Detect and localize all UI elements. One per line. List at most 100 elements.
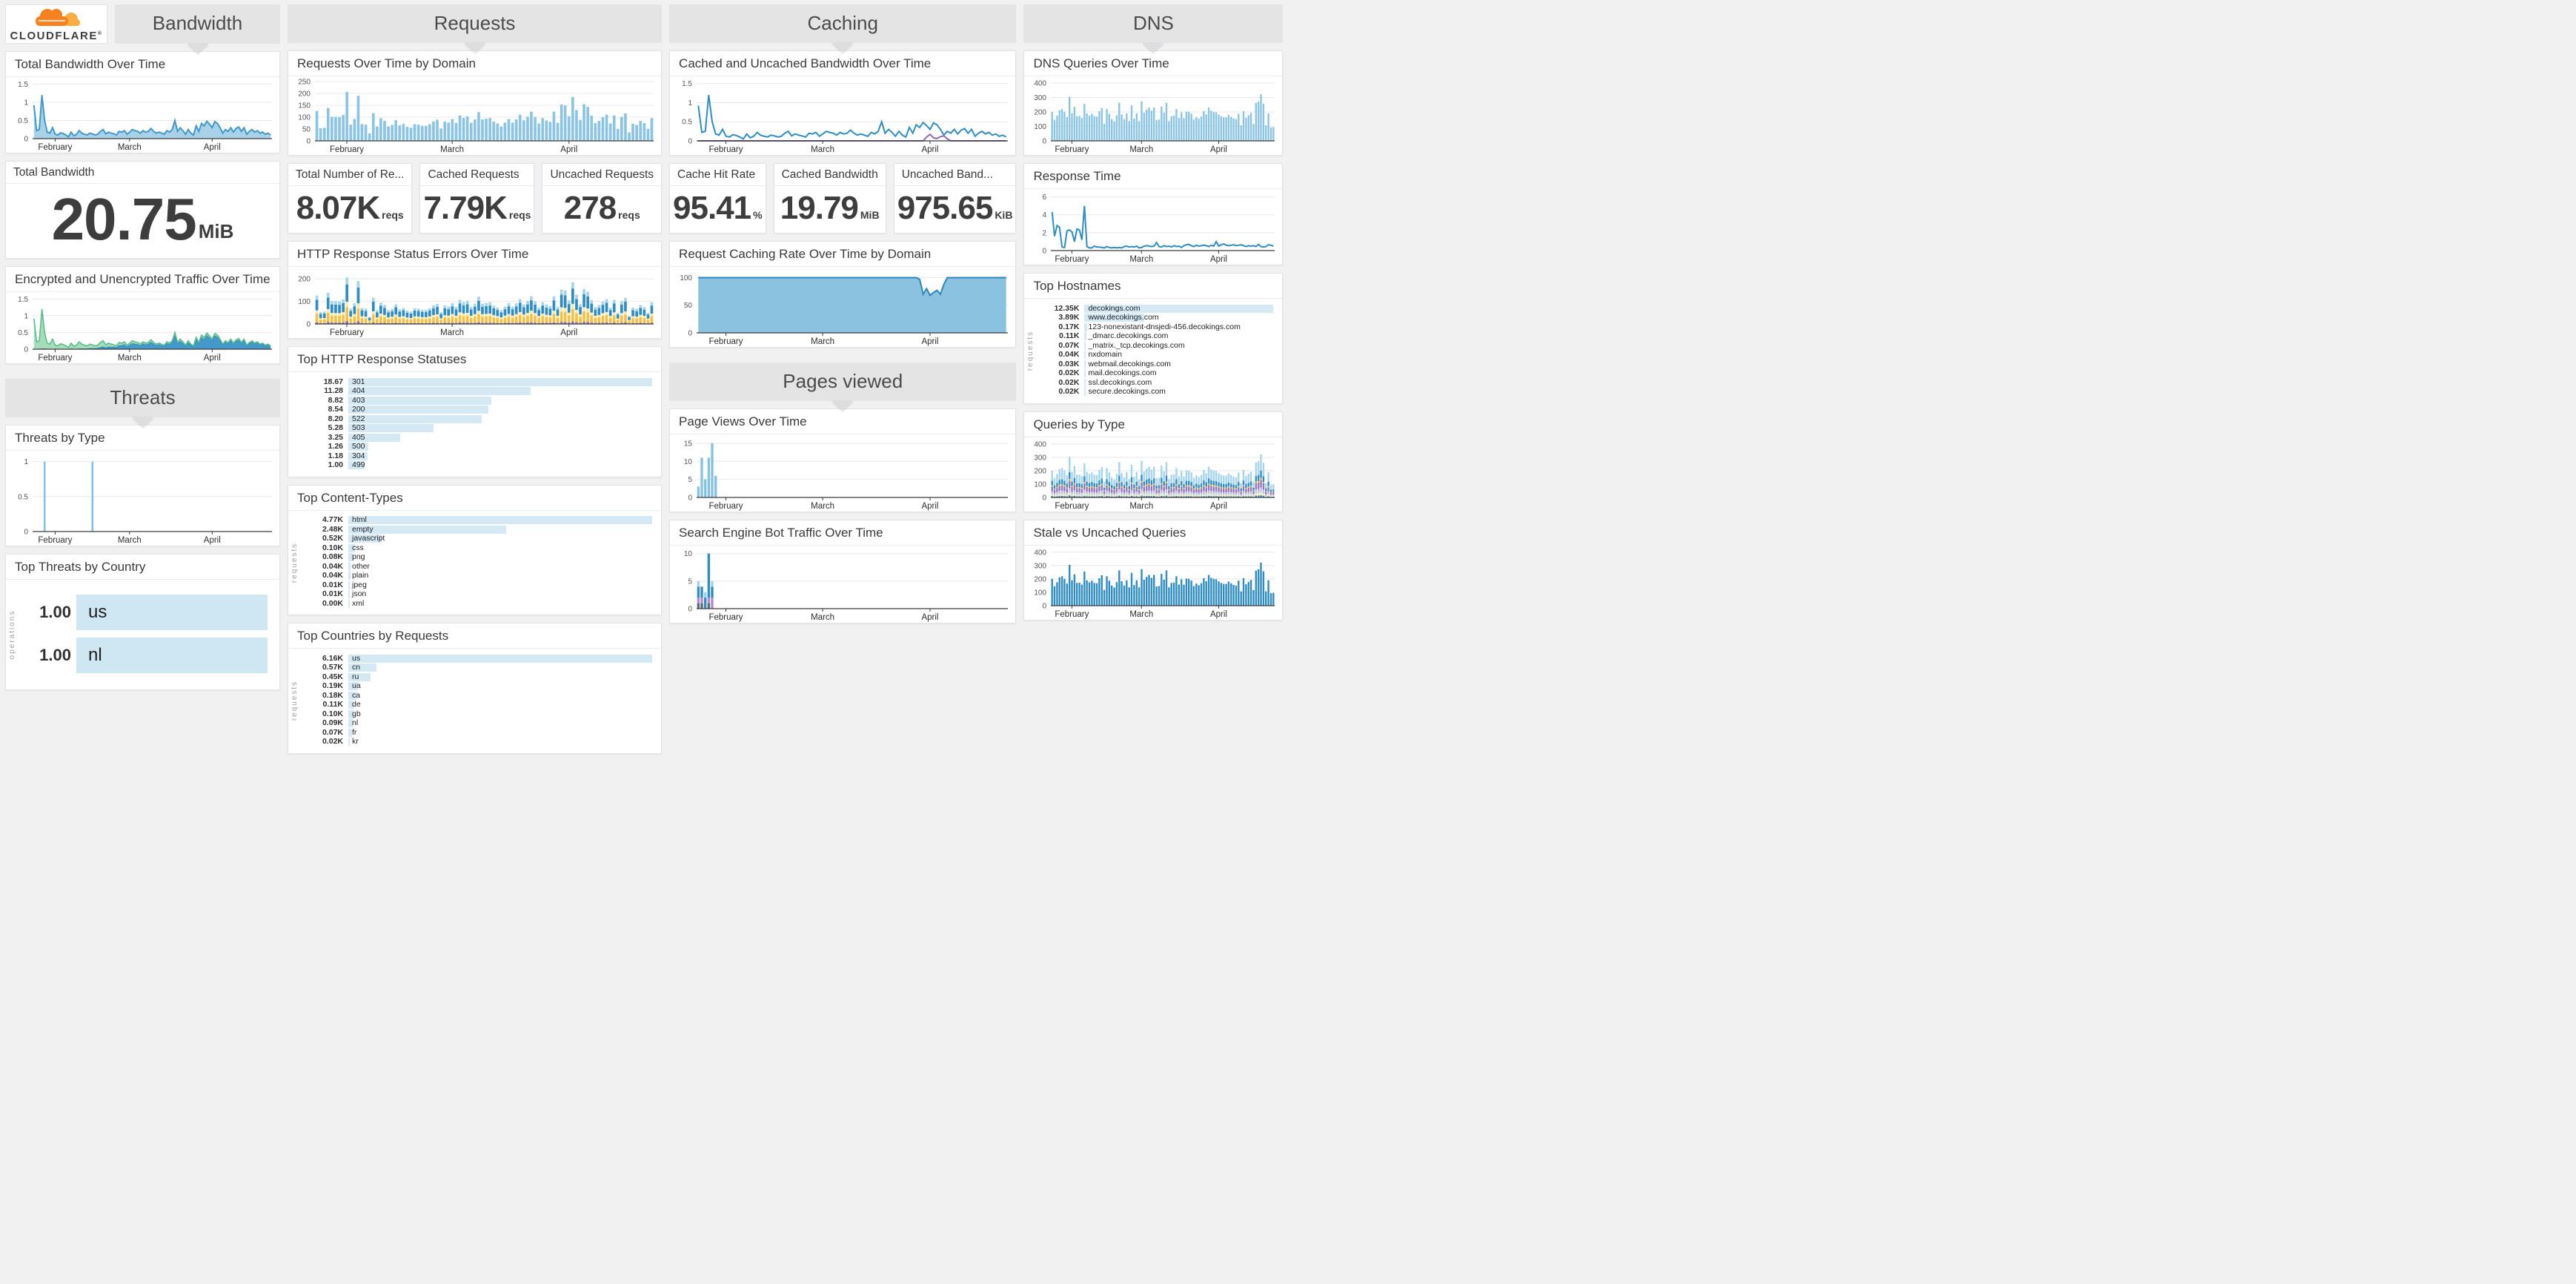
page-views-chart[interactable]: 0 5 10 15 February March April (670, 434, 1015, 512)
list-row: 0.10K gb (308, 709, 652, 718)
top-statuses-list[interactable]: 18.67 301 11.28 404 8.82 403 8.54 200 8.20 522 5.2… (288, 372, 661, 477)
svg-text:February: February (38, 143, 72, 152)
chart-svg: 0 50 100 150 200 250 February March April (298, 79, 654, 154)
card-title: Request Caching Rate Over Time by Domain (670, 242, 1016, 268)
svg-text:5: 5 (688, 578, 692, 586)
card-title: Cache Hit Rate (670, 164, 766, 186)
card-top-threats-by-country: Top Threats by Country operations 1.00 us 1… (5, 554, 280, 690)
row-label: xml (352, 598, 365, 608)
stale-queries-chart[interactable]: 0 100 200 300 400 February March April (1024, 546, 1282, 620)
row-label: gb (352, 709, 361, 718)
row-bar (348, 701, 354, 709)
svg-text:March: March (811, 337, 834, 346)
row-value: 18.67 (323, 377, 343, 386)
requests-stats-row: Total Number of Re... 8.07K reqs Cached R… (288, 163, 663, 234)
card-title: Requests Over Time by Domain (288, 51, 662, 76)
top-threats-by-country-list[interactable]: operations 1.00 us 1.00 nl (6, 580, 279, 689)
list-row: 6.16K us (308, 654, 653, 663)
svg-text:100: 100 (1035, 480, 1047, 489)
chart-svg: 0 100 200 300 400 February March April (1035, 549, 1275, 619)
response-time-chart[interactable]: 0 2 4 6 February March April (1024, 189, 1282, 265)
chart-svg: 0 0.5 1 1.5 February March April (18, 81, 272, 152)
svg-text:0: 0 (306, 321, 311, 329)
row-bar (348, 719, 353, 728)
card-total-bandwidth-over-time: Total Bandwidth Over Time 0 0.5 1 1.5 Februa… (5, 51, 280, 153)
row-value: 0.11K (1058, 331, 1080, 340)
section-header-bandwidth: Bandwidth (115, 4, 280, 53)
row-bar (348, 535, 382, 543)
notch-icon (186, 43, 209, 53)
card-queries-by-type: Queries by Type 0 100 200 300 400 February Mar… (1023, 411, 1284, 512)
row-label: _matrix._tcp.decokings.com (1088, 340, 1185, 350)
svg-text:April: April (1210, 145, 1227, 154)
card-dns-queries: DNS Queries Over Time 0 100 200 300 400 Febru… (1023, 50, 1284, 156)
card-title: Top Threats by Country (6, 555, 279, 580)
http-errors-chart[interactable]: 0 100 200 February March April (288, 267, 661, 338)
row-bar (348, 424, 434, 433)
top-content-types-list[interactable]: requests 4.77K html 2.48K empty 0.52K javascri… (288, 511, 661, 615)
svg-text:April: April (922, 502, 939, 511)
svg-text:0.5: 0.5 (18, 117, 28, 125)
svg-text:0: 0 (1043, 602, 1047, 610)
section-header-pages-viewed: Pages viewed (669, 363, 1017, 411)
cloudflare-logo[interactable]: CLOUDFLARE® (5, 4, 107, 44)
top-hostnames-list[interactable]: requests 12.35K decokings.com 3.89K www.deco… (1024, 299, 1282, 403)
svg-text:6: 6 (1043, 193, 1047, 202)
row-bar (348, 461, 365, 470)
y-axis-label: operations (8, 609, 16, 660)
row-value: 0.11K (322, 700, 343, 709)
svg-text:50: 50 (684, 302, 693, 310)
bot-traffic-chart[interactable]: 0 5 10 February March April (670, 546, 1015, 623)
card-title: Uncached Requests (542, 164, 662, 186)
section-title: Threats (110, 386, 176, 408)
row-label: kr (352, 737, 359, 747)
chart-svg: 0 2 4 6 February March April (1043, 193, 1275, 264)
list-row: 0.07K fr (308, 728, 652, 737)
stat-unit: reqs (508, 209, 531, 222)
queries-by-type-chart[interactable]: 0 100 200 300 400 February March April (1024, 437, 1282, 512)
card-title: Top Hostnames (1024, 274, 1283, 299)
requests-over-time-chart[interactable]: 0 50 100 150 200 250 February March April (288, 76, 661, 155)
stat-unit: reqs (618, 209, 640, 222)
list-row: 8.54 200 (308, 406, 652, 414)
svg-text:10: 10 (684, 550, 693, 558)
list-row: 0.45K ru (308, 672, 652, 681)
dashboard: CLOUDFLARE® Bandwidth Total Bandwidth Ov… (0, 0, 1288, 758)
row-bar (348, 516, 653, 525)
row-label: nl (88, 645, 102, 665)
stat-body: 20.75 MiB (6, 184, 279, 258)
dns-queries-chart[interactable]: 0 100 200 300 400 February March April (1024, 76, 1282, 155)
encrypted-traffic-chart[interactable]: 0 0.5 1 1.5 February March April (6, 292, 279, 363)
stat-unit: MiB (198, 220, 234, 242)
top-countries-list[interactable]: requests 6.16K us 0.57K cn 0.45K ru 0.19K ua 0.18… (288, 649, 661, 753)
notch-icon (831, 400, 854, 411)
card-total-requests: Total Number of Re... 8.07K reqs (288, 163, 413, 234)
section-title: Bandwidth (152, 12, 243, 34)
list-row: 1.00 nl (28, 638, 268, 673)
svg-text:0: 0 (688, 494, 692, 503)
row-value: 0.04K (322, 561, 343, 571)
card-top-hostnames: Top Hostnames requests 12.35K decokings.co… (1023, 273, 1284, 404)
svg-text:15: 15 (684, 440, 693, 449)
row-label: jpeg (352, 580, 367, 589)
list-row: 0.02K secure.decokings.com (1043, 388, 1273, 396)
card-stale-queries: Stale vs Uncached Queries 0 100 200 300 400 F… (1023, 519, 1284, 621)
list-row: 0.11K de (308, 701, 652, 709)
svg-text:4: 4 (1043, 211, 1047, 219)
threats-by-type-chart[interactable]: 0 0.5 1 February March April (6, 451, 279, 546)
svg-text:February: February (1055, 255, 1089, 264)
caching-rate-chart[interactable]: 0 50 100 February March April (670, 267, 1015, 347)
total-bandwidth-over-time-chart[interactable]: 0 0.5 1 1.5 February March April (6, 77, 279, 153)
card-title: Uncached Band... (894, 164, 1016, 186)
row-label: javascript (352, 534, 385, 543)
caching-bandwidth-chart[interactable]: 0 0.5 1 1.5 February March April (670, 76, 1015, 155)
svg-text:200: 200 (298, 276, 311, 284)
svg-text:0: 0 (24, 346, 28, 354)
list-row: 12.35K decokings.com (1043, 304, 1274, 313)
row-bar (348, 443, 369, 451)
cloudflare-cloud-icon (22, 7, 90, 30)
row-value: 0.08K (322, 552, 343, 562)
svg-text:400: 400 (1035, 549, 1047, 557)
column-dns: DNS DNS Queries Over Time 0 100 200 300 400 F… (1023, 4, 1284, 754)
svg-text:0: 0 (24, 136, 28, 144)
